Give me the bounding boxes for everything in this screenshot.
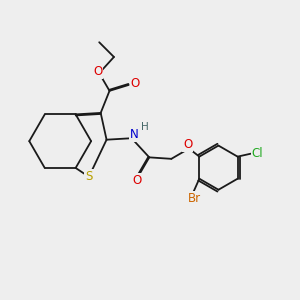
Text: Br: Br — [188, 192, 202, 205]
Text: S: S — [85, 170, 93, 183]
Text: N: N — [130, 128, 138, 141]
Text: H: H — [141, 122, 149, 132]
Text: O: O — [183, 139, 192, 152]
Text: O: O — [133, 174, 142, 187]
Text: O: O — [93, 64, 102, 78]
Text: Cl: Cl — [251, 147, 263, 160]
Text: O: O — [130, 77, 140, 90]
